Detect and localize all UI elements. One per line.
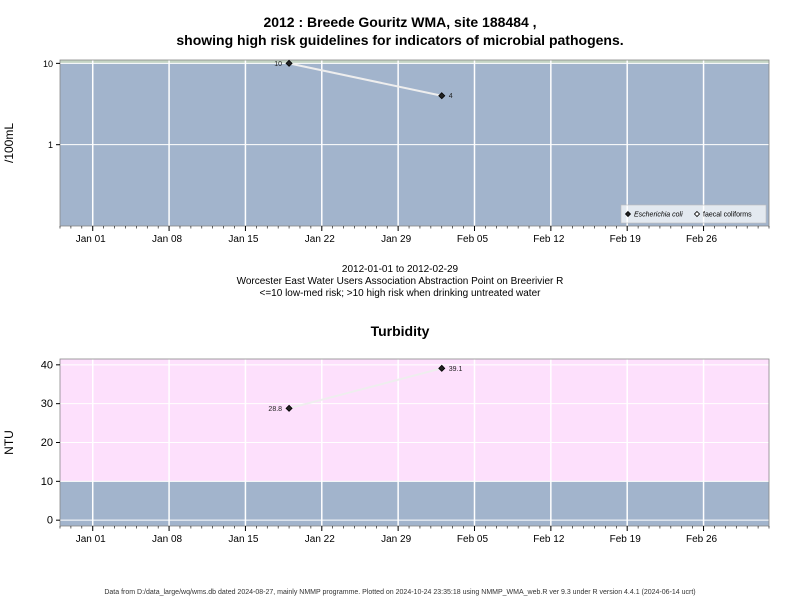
chart1-legend-marker-0 <box>624 210 632 218</box>
chart2-ytick-label: 40 <box>41 359 53 371</box>
chart2-ytick-label: 0 <box>47 515 53 527</box>
chart2-ytick-label: 20 <box>41 437 53 449</box>
chart1-ytick-label: 1 <box>48 140 53 150</box>
site-caption: Worcester East Water Users Association A… <box>236 276 564 287</box>
chart1-xtick-label: Feb 19 <box>610 234 642 245</box>
footer-note: Data from D:/data_large/wq/wms.db dated … <box>104 589 696 596</box>
chart2-data-label: 39.1 <box>449 366 463 373</box>
chart1-ytick-label: 10 <box>43 59 53 69</box>
chart1-xtick-label: Jan 22 <box>305 234 335 245</box>
chart2-xtick-label: Jan 29 <box>381 534 411 545</box>
chart-title-line-1: 2012 : Breede Gouritz WMA, site 188484 , <box>263 14 537 30</box>
chart1-data-label: 4 <box>449 93 453 100</box>
turbidity-chart-title: Turbidity <box>370 323 430 339</box>
chart2-xtick-label: Feb 19 <box>610 534 642 545</box>
chart2-xtick-label: Feb 05 <box>457 534 489 545</box>
risk-caption: <=10 low-med risk; >10 high risk when dr… <box>259 288 541 299</box>
chart2-ytick-label: 30 <box>41 398 53 410</box>
chart1-xtick-label: Feb 05 <box>457 234 489 245</box>
chart1-data-label: 10 <box>274 61 282 68</box>
chart2-data-label: 28.8 <box>268 406 282 413</box>
chart2-series-line-0 <box>288 367 443 410</box>
ecoli-chart: 1 10 Jan 01 Jan 08 Jan 15 Jan 22 Jan 29 Feb 05 F… <box>2 59 770 245</box>
chart1-data-point <box>438 92 446 100</box>
chart2-ytick-label: 10 <box>41 476 53 488</box>
chart2-y-axis-label: NTU <box>2 430 16 455</box>
chart1-xtick-label: Jan 01 <box>76 234 106 245</box>
chart1-plot-frame <box>59 59 770 227</box>
chart2-risk-band-1 <box>60 359 769 482</box>
date-range-caption: 2012-01-01 to 2012-02-29 <box>341 264 459 275</box>
chart2-data-point <box>438 364 446 372</box>
chart2-xtick-label: Feb 12 <box>533 534 565 545</box>
chart1-xtick-label: Feb 12 <box>533 234 565 245</box>
chart2-xtick-label: Feb 26 <box>686 534 718 545</box>
chart2-risk-band-0 <box>60 481 769 526</box>
chart1-legend-label-0: Escherichia coli <box>634 212 683 219</box>
chart1-risk-band-1 <box>60 60 769 64</box>
chart1-legend-marker-1 <box>693 210 701 218</box>
chart2-data-point <box>285 404 293 412</box>
chart2-xtick-label: Jan 22 <box>305 534 335 545</box>
turbidity-chart: 0 10 20 30 40 Jan 01 Jan 08 Jan 15 Jan 22 Jan 29 F… <box>2 358 770 545</box>
chart2-xtick-label: Jan 08 <box>152 534 182 545</box>
chart2-xtick-label: Jan 15 <box>228 534 258 545</box>
chart1-data-point <box>285 59 293 67</box>
chart-title-line-2: showing high risk guidelines for indicat… <box>176 32 624 48</box>
chart1-xtick-label: Jan 15 <box>228 234 258 245</box>
chart1-xtick-label: Feb 26 <box>686 234 718 245</box>
chart1-series-line-0 <box>288 62 442 97</box>
chart1-legend-label-1: faecal coliforms <box>703 212 752 219</box>
chart1-y-axis-label: /100mL <box>2 123 16 163</box>
chart2-xtick-label: Jan 01 <box>76 534 106 545</box>
chart1-xtick-label: Jan 08 <box>152 234 182 245</box>
chart1-legend-box <box>620 204 767 224</box>
chart1-xtick-label: Jan 29 <box>381 234 411 245</box>
